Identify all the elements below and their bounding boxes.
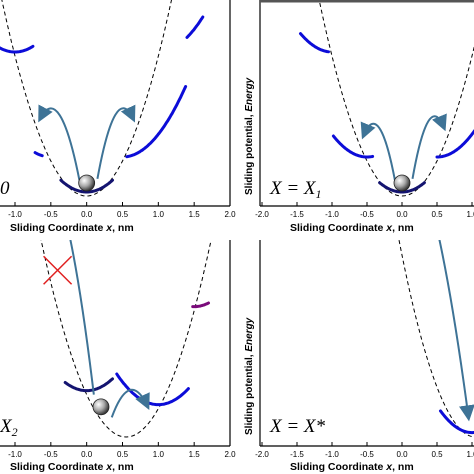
p3-envelope — [398, 240, 474, 438]
p0-well-2 — [59, 178, 114, 194]
p2-hop-arrow-0 — [69, 240, 95, 395]
p2-curves — [0, 90, 212, 438]
p1-tick-label: 0.5 — [431, 210, 443, 219]
p2-tick-label: 1.0 — [153, 450, 165, 459]
p3-condition: X = X* — [269, 416, 326, 437]
p3-tick-label: -0.5 — [360, 450, 374, 459]
p2-xlabel: Sliding Coordinate x, nm — [10, 461, 134, 473]
p1-curves — [299, 0, 474, 197]
p2-blocked-cross-b — [43, 255, 73, 285]
panel-top-right: -2.0 -1.5 -1.0 -0.5 0.0 0.5 1.0 Sliding Coordi… — [244, 0, 474, 234]
p2-well-2 — [115, 372, 190, 407]
p2-tick-label: -0.5 — [44, 450, 58, 459]
p0-well-4 — [185, 15, 205, 39]
p2-tick-label: -1.0 — [8, 450, 22, 459]
p0-curves — [0, 0, 205, 197]
p1-envelope — [318, 0, 474, 197]
p3-tick-label: 0.5 — [431, 450, 443, 459]
p3-tick-label: -2.0 — [255, 450, 269, 459]
p0-well-3 — [125, 85, 188, 159]
p3-curves — [311, 0, 474, 438]
p0-tick-label: 0.5 — [117, 210, 129, 219]
p3-well-1 — [439, 409, 474, 435]
p2-well-3 — [191, 301, 210, 309]
p2-hop-arrow-1 — [110, 388, 150, 418]
p3-xlabel: Sliding Coordinate x, nm — [290, 461, 414, 473]
panel-bottom-left: -1.0 -0.5 0.0 0.5 1.0 1.5 2.0 Sliding Coordina… — [0, 90, 236, 473]
p0-well-1 — [33, 151, 44, 158]
p0-hop-arrow-1 — [96, 104, 136, 180]
p3-well-0 — [311, 0, 364, 36]
p3-ball — [370, 93, 386, 109]
p3-ylabel: Sliding potential, Energy — [244, 317, 255, 435]
p0-tick-label: 0.0 — [81, 210, 93, 219]
panel-top-left: -1.0 -0.5 0.0 0.5 1.0 1.5 2.0 Sliding Coordina… — [0, 0, 236, 234]
p1-well-2 — [378, 181, 426, 194]
p2-tick-label: 2.0 — [224, 450, 236, 459]
p0-tick-label: -1.0 — [8, 210, 22, 219]
p1-well-3 — [435, 129, 474, 159]
p1-tick-label: -1.0 — [325, 210, 339, 219]
p1-ticks: -2.0 -1.5 -1.0 -0.5 0.0 0.5 1.0 — [255, 202, 474, 219]
p1-top-frame — [260, 0, 474, 3]
p1-well-1 — [331, 134, 375, 159]
p2-well-0 — [0, 90, 35, 97]
p2-envelope — [40, 240, 212, 438]
p1-hop-arrow-0 — [360, 121, 396, 181]
p1-tick-label: -1.5 — [290, 210, 304, 219]
p3-tick-label: 1.0 — [466, 450, 474, 459]
p2-condition: X2 — [0, 416, 18, 439]
p0-tick-label: -0.5 — [44, 210, 58, 219]
p1-hop-arrow-1 — [411, 113, 447, 180]
p2-ball — [92, 398, 110, 416]
p3-tick-label: 0.0 — [396, 450, 408, 459]
p3-tick-label: -1.0 — [325, 450, 339, 459]
p0-xlabel: Sliding Coordinate x, nm — [10, 222, 134, 234]
p1-tick-label: 0.0 — [396, 210, 408, 219]
p1-well-0 — [299, 32, 330, 54]
p0-condition: 0 — [0, 178, 10, 199]
p0-tick-label: 1.0 — [153, 210, 165, 219]
p0-tick-label: 2.0 — [224, 210, 236, 219]
p2-tick-label: 1.5 — [189, 450, 201, 459]
p2-ticks: -1.0 -0.5 0.0 0.5 1.0 1.5 2.0 — [8, 442, 236, 459]
p0-well-0 — [0, 44, 35, 54]
p3-ticks: -2.0 -1.5 -1.0 -0.5 0.0 0.5 1.0 — [255, 442, 474, 459]
p2-tick-label: 0.0 — [81, 450, 93, 459]
p2-tick-label: 0.5 — [117, 450, 129, 459]
p0-hop-arrow-0 — [38, 104, 81, 181]
p1-tick-label: -2.0 — [255, 210, 269, 219]
p1-tick-label: -0.5 — [360, 210, 374, 219]
p2-well-1 — [63, 377, 114, 393]
p0-ball — [78, 174, 96, 192]
p3-tick-label: -1.5 — [290, 450, 304, 459]
p1-condition: X = X1 — [269, 178, 322, 201]
p1-ball — [393, 174, 411, 192]
p3-hop-arrow-0 — [438, 240, 474, 422]
panel-bottom-right: -2.0 -1.5 -1.0 -0.5 0.0 0.5 1.0 Sliding Coordi… — [244, 0, 474, 473]
p0-envelope — [1, 0, 172, 197]
p1-tick-label: 1.0 — [466, 210, 474, 219]
p1-ylabel: Sliding potential, Energy — [244, 77, 255, 195]
p1-xlabel: Sliding Coordinate x, nm — [290, 222, 414, 234]
p0-ticks: -1.0 -0.5 0.0 0.5 1.0 1.5 2.0 — [8, 202, 236, 219]
p0-tick-label: 1.5 — [189, 210, 201, 219]
